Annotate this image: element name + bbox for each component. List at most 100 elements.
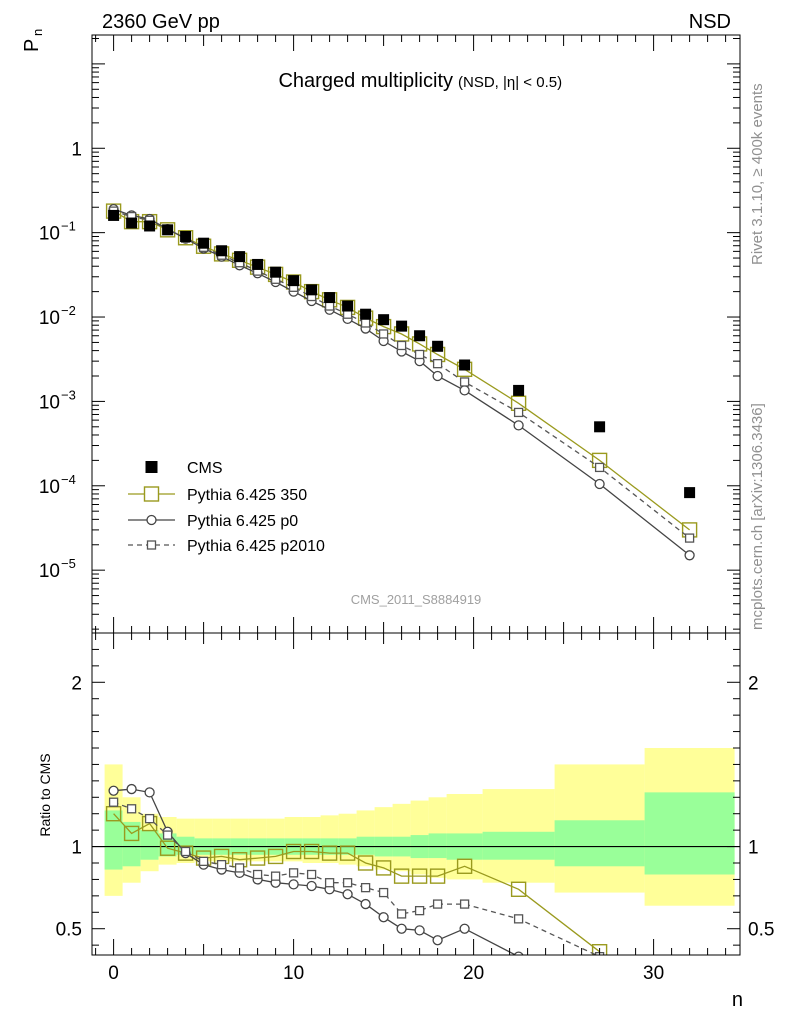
ratio-pythia-6-425-p2010-point	[378, 887, 389, 898]
main-cms-point	[234, 251, 246, 263]
ratio-pythia-6-425-p0-point	[459, 923, 470, 934]
ratio-pythia-6-425-350-point	[510, 881, 527, 897]
main-cms-point	[288, 275, 300, 287]
ratio-pythia-6-425-p2010-point	[252, 869, 263, 880]
ratio-pythia-6-425-p2010-point	[360, 882, 371, 893]
legend-label: Pythia 6.425 p2010	[187, 538, 325, 555]
ratio-pythia-6-425-p0-point	[432, 935, 443, 946]
legend-marker	[145, 461, 158, 473]
ratio-pythia-6-425-p0-point	[513, 951, 524, 955]
ratio-pythia-6-425-350-point	[393, 868, 410, 884]
main-cms-point	[108, 209, 120, 221]
legend-marker	[143, 486, 160, 502]
header-left: 2360 GeV pp	[102, 11, 220, 33]
main-y-tick-label: 10	[39, 477, 60, 498]
ratio-pythia-6-425-350-point	[267, 848, 284, 865]
ratio-pythia-6-425-p2010-point	[270, 871, 281, 881]
legend-label: Pythia 6.425 350	[187, 487, 307, 504]
ratio-panel: 0.5 0.51 12 20 10 20 30	[56, 632, 774, 984]
main-cms-point	[459, 359, 471, 371]
main-cms-point	[378, 314, 390, 326]
main-cms-point	[198, 237, 210, 249]
ratio-y-tick-label-right: 1	[748, 838, 759, 859]
ratio-pythia-6-425-p2010-point	[342, 878, 353, 888]
ratio-frame	[91, 632, 741, 956]
ratio-pythia-6-425-p2010-point	[108, 797, 119, 807]
rivet-version-text: Rivet 3.1.10, ≥ 400k events	[749, 83, 766, 265]
ratio-y-tick-label: 0.5	[56, 920, 82, 941]
ratio-plot-area	[92, 748, 740, 955]
ratio-pythia-6-425-p2010-line	[113, 801, 598, 955]
uncertainty-band-inner	[554, 820, 645, 867]
ratio-pythia-6-425-p0-point	[378, 912, 389, 923]
x-tick-label: 0	[108, 963, 119, 984]
ratio-pythia-6-425-p2010-point	[324, 878, 335, 888]
main-cms-point	[252, 258, 264, 270]
ratio-pythia-6-425-p2010-point	[396, 909, 407, 919]
ratio-y-tick-label: 1	[71, 838, 82, 859]
legend-item: Pythia 6.425 p2010	[128, 538, 325, 555]
main-pythia-6-425-p2010-point	[459, 377, 470, 387]
ratio-pythia-6-425-p2010-point	[198, 856, 209, 867]
main-y-tick-label: 10	[39, 224, 60, 245]
ratio-pythia-6-425-350-point	[285, 843, 302, 860]
uncertainty-band-inner	[428, 833, 447, 859]
main-y-tick-label: 10	[39, 308, 60, 329]
ratio-pythia-6-425-350-line	[113, 813, 600, 953]
main-cms-point	[414, 330, 426, 342]
ratio-pythia-6-425-350-point	[159, 840, 176, 856]
main-y-tick-exponent: −2	[61, 303, 76, 318]
main-y-tick-exponent: −1	[61, 219, 76, 234]
main-y-tick-label: 10	[39, 561, 60, 582]
chart-title: Charged multiplicity	[278, 70, 453, 92]
ratio-pythia-6-425-350-point	[321, 845, 338, 861]
uncertainty-band-inner	[356, 836, 375, 855]
ratio-pythia-6-425-350-point	[339, 845, 356, 861]
main-pythia-6-425-p2010-point	[432, 359, 443, 369]
ratio-pythia-6-425-p0-point	[360, 898, 371, 910]
main-pythia-6-425-p0-point	[684, 550, 695, 561]
main-pythia-6-425-p2010-point	[324, 301, 335, 311]
ratio-pythia-6-425-350-point	[429, 868, 446, 884]
main-cms-point	[162, 224, 174, 236]
ratio-pythia-6-425-p2010-point	[414, 905, 425, 916]
main-pythia-6-425-p2010-point	[378, 329, 389, 339]
ratio-pythia-6-425-p0-point	[288, 879, 299, 890]
main-cms-point	[216, 245, 228, 257]
main-pythia-6-425-p0-point	[513, 420, 524, 431]
ratio-pythia-6-425-p2010-point	[432, 899, 443, 909]
ratio-pythia-6-425-p0-point	[144, 787, 155, 798]
main-pythia-6-425-p2010-point	[513, 407, 524, 418]
ratio-pythia-6-425-p2010-point	[234, 863, 245, 873]
main-pythia-6-425-p0-point	[432, 370, 443, 382]
main-cms-point	[594, 421, 606, 433]
svg-text:n: n	[30, 29, 45, 36]
ratio-y-tick-label: 2	[71, 673, 82, 694]
ratio-pythia-6-425-p2010-point	[180, 846, 191, 857]
svg-text:P: P	[21, 39, 43, 52]
main-pythia-6-425-p2010-point	[594, 462, 605, 473]
uncertainty-band-inner	[140, 830, 159, 860]
ratio-pythia-6-425-350-point	[375, 860, 392, 876]
ratio-pythia-6-425-p0-point	[342, 889, 353, 900]
ratio-pythia-6-425-p0-point	[108, 785, 119, 796]
ratio-y-label: Ratio to CMS	[37, 753, 53, 836]
legend-item: Pythia 6.425 p0	[128, 513, 298, 530]
analysis-watermark: CMS_2011_S8884919	[351, 592, 482, 607]
main-cms-point	[324, 292, 336, 304]
uncertainty-band-inner	[482, 831, 555, 860]
ratio-pythia-6-425-p2010-point	[216, 859, 227, 870]
ratio-pythia-6-425-p0-point	[306, 880, 317, 892]
main-pythia-6-425-p0-point	[594, 478, 605, 490]
ratio-pythia-6-425-p0-point	[126, 783, 137, 795]
main-cms-point	[360, 308, 372, 320]
main-cms-point	[144, 220, 156, 232]
ratio-pythia-6-425-350-point	[591, 944, 608, 955]
main-cms-point	[270, 266, 282, 278]
main-cms-point	[513, 384, 525, 396]
legend-item: CMS	[145, 460, 223, 477]
legend-marker	[146, 514, 157, 526]
ratio-pythia-6-425-p0-point	[414, 925, 425, 936]
uncertainty-band-inner	[104, 810, 123, 870]
ratio-pythia-6-425-350-point	[177, 845, 194, 861]
